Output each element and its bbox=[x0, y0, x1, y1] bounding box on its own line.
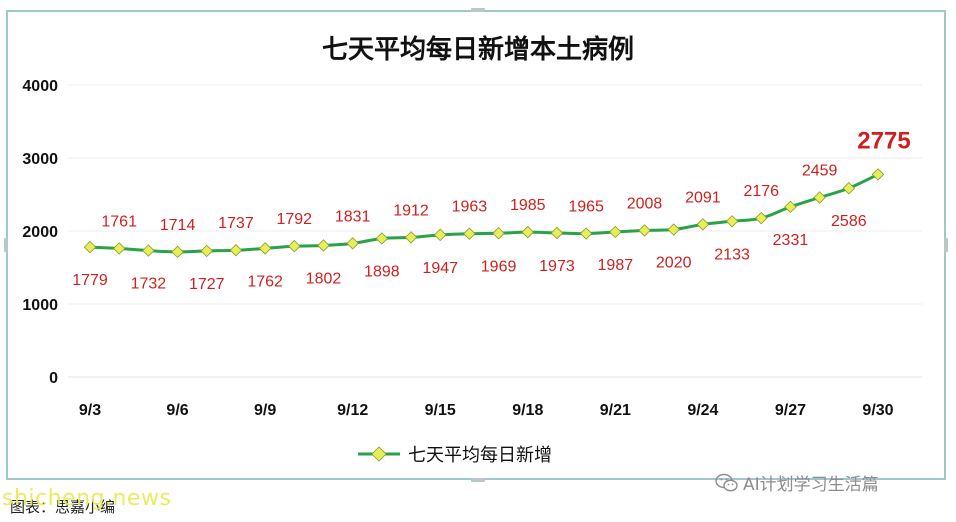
y-tick-label: 1000 bbox=[22, 297, 58, 314]
data-label: 1831 bbox=[335, 208, 371, 225]
data-point[interactable] bbox=[492, 227, 505, 240]
resize-handle-bottom[interactable] bbox=[471, 478, 485, 482]
data-label: 2008 bbox=[627, 195, 663, 212]
data-point[interactable] bbox=[171, 245, 184, 259]
data-point[interactable] bbox=[609, 225, 622, 239]
data-point[interactable] bbox=[579, 227, 593, 240]
resize-handle-right[interactable] bbox=[944, 238, 948, 252]
data-point[interactable] bbox=[755, 211, 768, 225]
x-tick-label: 9/12 bbox=[337, 402, 368, 419]
data-point[interactable] bbox=[638, 224, 651, 237]
data-label: 2459 bbox=[802, 162, 838, 179]
data-point[interactable] bbox=[200, 244, 213, 258]
data-label: 1737 bbox=[218, 215, 254, 232]
y-tick-label: 0 bbox=[49, 370, 58, 387]
y-axis-ticks: 0 1000 2000 3000 4000 bbox=[22, 78, 58, 387]
data-label: 1761 bbox=[101, 213, 137, 230]
data-label: 1912 bbox=[393, 202, 429, 219]
data-label: 1963 bbox=[452, 199, 488, 216]
x-tick-label: 9/18 bbox=[512, 402, 543, 419]
data-label: 1898 bbox=[364, 263, 400, 280]
x-axis-ticks: 9/3 9/6 9/9 9/12 9/15 9/18 9/21 9/24 9/27 9/30 bbox=[79, 402, 894, 419]
site-watermark: shicheng.news bbox=[2, 486, 172, 511]
data-label: 1714 bbox=[160, 217, 196, 234]
data-point[interactable] bbox=[667, 223, 680, 236]
data-label: 1985 bbox=[510, 197, 546, 214]
data-label: 2176 bbox=[743, 183, 779, 200]
data-point[interactable] bbox=[725, 215, 739, 228]
data-label: 2091 bbox=[685, 189, 721, 206]
legend-label: 七天平均每日新增 bbox=[408, 445, 552, 466]
x-tick-label: 9/9 bbox=[254, 402, 276, 419]
data-label: 1969 bbox=[481, 258, 517, 275]
data-point[interactable] bbox=[521, 225, 535, 239]
chart-caption: 图表：思嘉小编 bbox=[10, 498, 116, 516]
data-point[interactable] bbox=[842, 181, 856, 195]
data-point[interactable] bbox=[696, 218, 710, 231]
data-labels: 1779 1761 1732 1714 1727 1737 1762 1792 1802 1831… bbox=[72, 127, 910, 293]
x-tick-label: 9/21 bbox=[600, 402, 631, 419]
data-point[interactable] bbox=[317, 239, 330, 252]
data-point[interactable] bbox=[375, 232, 389, 245]
data-label: 2586 bbox=[831, 213, 867, 230]
legend-marker bbox=[371, 446, 387, 462]
data-label: 1762 bbox=[247, 273, 283, 290]
x-tick-label: 9/3 bbox=[79, 402, 101, 419]
wechat-icon bbox=[715, 473, 738, 491]
data-label: 1792 bbox=[276, 211, 312, 228]
data-label: 2133 bbox=[714, 246, 750, 263]
data-point[interactable] bbox=[142, 244, 155, 257]
data-label: 1965 bbox=[568, 199, 604, 216]
data-point[interactable] bbox=[112, 242, 126, 255]
data-point[interactable] bbox=[404, 231, 418, 244]
series-layer bbox=[83, 168, 885, 259]
data-label: 2020 bbox=[656, 255, 692, 272]
y-tick-label: 2000 bbox=[22, 224, 58, 241]
gridlines bbox=[68, 84, 922, 378]
data-label: 1947 bbox=[422, 260, 458, 277]
x-tick-label: 9/6 bbox=[166, 402, 188, 419]
data-label: 1727 bbox=[189, 276, 225, 293]
x-tick-label: 9/30 bbox=[862, 402, 893, 419]
data-label: 1732 bbox=[131, 276, 167, 293]
data-point[interactable] bbox=[288, 239, 301, 253]
data-label: 1987 bbox=[598, 257, 634, 274]
x-tick-label: 9/15 bbox=[425, 402, 456, 419]
data-point[interactable] bbox=[463, 227, 476, 240]
data-point[interactable] bbox=[784, 200, 797, 214]
data-point[interactable] bbox=[346, 237, 359, 250]
data-point[interactable] bbox=[229, 243, 243, 257]
data-label: 1973 bbox=[539, 258, 575, 275]
resize-handle-top[interactable] bbox=[471, 8, 485, 12]
x-tick-label: 9/27 bbox=[775, 402, 806, 419]
data-point[interactable] bbox=[258, 242, 272, 255]
chart-title: 七天平均每日新增本土病例 bbox=[322, 34, 634, 65]
chart-frame bbox=[6, 10, 946, 480]
data-label: 2331 bbox=[773, 232, 809, 249]
y-tick-label: 4000 bbox=[22, 78, 58, 95]
resize-handle-left[interactable] bbox=[4, 238, 8, 252]
data-point[interactable] bbox=[550, 226, 564, 240]
series-line bbox=[89, 173, 879, 254]
data-label: 1802 bbox=[306, 270, 342, 287]
data-point[interactable] bbox=[83, 240, 97, 254]
data-point[interactable] bbox=[871, 168, 885, 181]
data-point[interactable] bbox=[433, 228, 447, 242]
data-label: 2775 bbox=[857, 127, 910, 154]
data-label: 1779 bbox=[72, 272, 108, 289]
data-point[interactable] bbox=[813, 191, 826, 204]
y-tick-label: 3000 bbox=[22, 151, 58, 168]
legend[interactable]: 七天平均每日新增 bbox=[358, 445, 552, 466]
wechat-watermark-text: AI计划学习生活篇 bbox=[743, 475, 879, 495]
wechat-watermark: AI计划学习生活篇 bbox=[715, 470, 879, 495]
x-tick-label: 9/24 bbox=[687, 402, 718, 419]
